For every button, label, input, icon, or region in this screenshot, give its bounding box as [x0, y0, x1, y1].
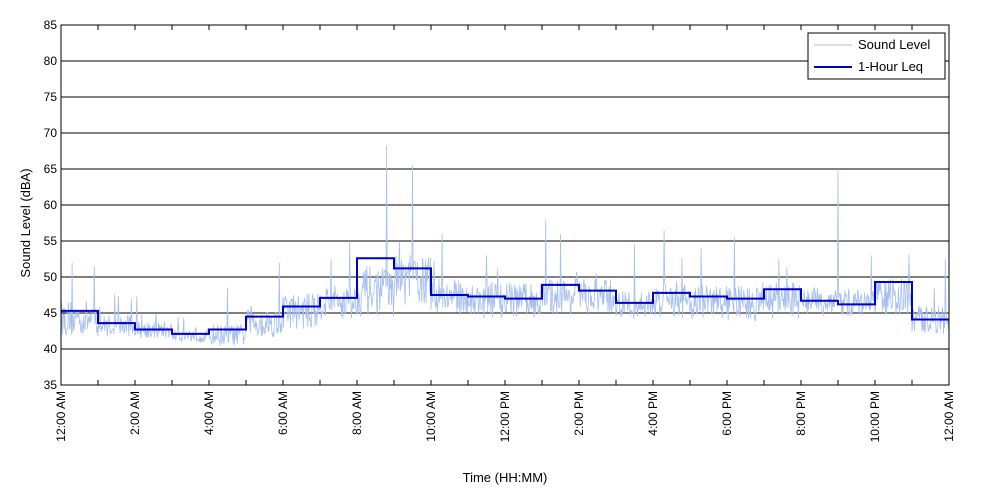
x-tick-label: 4:00 PM	[646, 391, 660, 436]
y-tick-label: 85	[44, 18, 58, 32]
y-tick-label: 60	[44, 198, 58, 212]
y-tick-label: 35	[44, 378, 58, 392]
legend: Sound Level 1-Hour Leq	[807, 32, 946, 80]
y-tick-label: 75	[44, 90, 58, 104]
x-tick-label: 2:00 AM	[128, 391, 142, 435]
plot-area: 35 40 45 50 55 60 65 70 75 80 85 12:00 AM 2:00 AM 4:0…	[44, 18, 956, 442]
x-tick-label: 8:00 AM	[350, 391, 364, 435]
x-axis-label: Time (HH:MM)	[463, 470, 548, 485]
x-tick-label: 12:00 AM	[942, 391, 956, 442]
legend-label-sound-level: Sound Level	[858, 37, 930, 52]
y-tick-label: 40	[44, 342, 58, 356]
series-1-hour-leq	[61, 257, 949, 335]
x-tick-label: 12:00 AM	[54, 391, 68, 442]
x-tick-label: 10:00 AM	[424, 391, 438, 442]
x-tick-label: 8:00 PM	[794, 391, 808, 436]
x-tick-label: 12:00 PM	[498, 391, 512, 442]
legend-box	[807, 32, 946, 80]
series-sound-level	[60, 145, 950, 346]
y-tick-label: 70	[44, 126, 58, 140]
x-tick-label: 6:00 PM	[720, 391, 734, 436]
y-tick-label: 65	[44, 162, 58, 176]
y-tick-label: 50	[44, 270, 58, 284]
y-tick-label: 55	[44, 234, 58, 248]
y-tick-label: 45	[44, 306, 58, 320]
legend-label-leq: 1-Hour Leq	[858, 59, 923, 74]
x-tick-label: 6:00 AM	[276, 391, 290, 435]
x-tick-label: 4:00 AM	[202, 391, 216, 435]
x-tick-label: 10:00 PM	[868, 391, 882, 442]
y-axis-label: Sound Level (dBA)	[18, 168, 33, 277]
y-tick-label: 80	[44, 54, 58, 68]
x-tick-label: 2:00 PM	[572, 391, 586, 436]
